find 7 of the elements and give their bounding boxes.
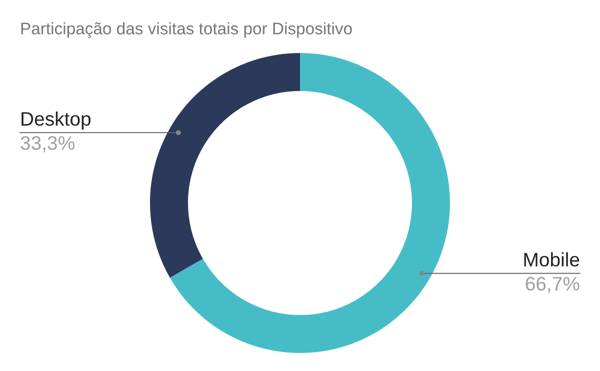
slice-label: Mobile	[524, 252, 580, 267]
donut-slice	[170, 53, 450, 353]
donut-slice	[150, 53, 300, 278]
chart-title: Participação das visitas totais por Dispositivo	[21, 22, 352, 38]
data-label: 66,7%	[526, 276, 580, 293]
slice-label: Desktop	[22, 111, 91, 130]
data-label: 33,3%	[20, 136, 74, 152]
